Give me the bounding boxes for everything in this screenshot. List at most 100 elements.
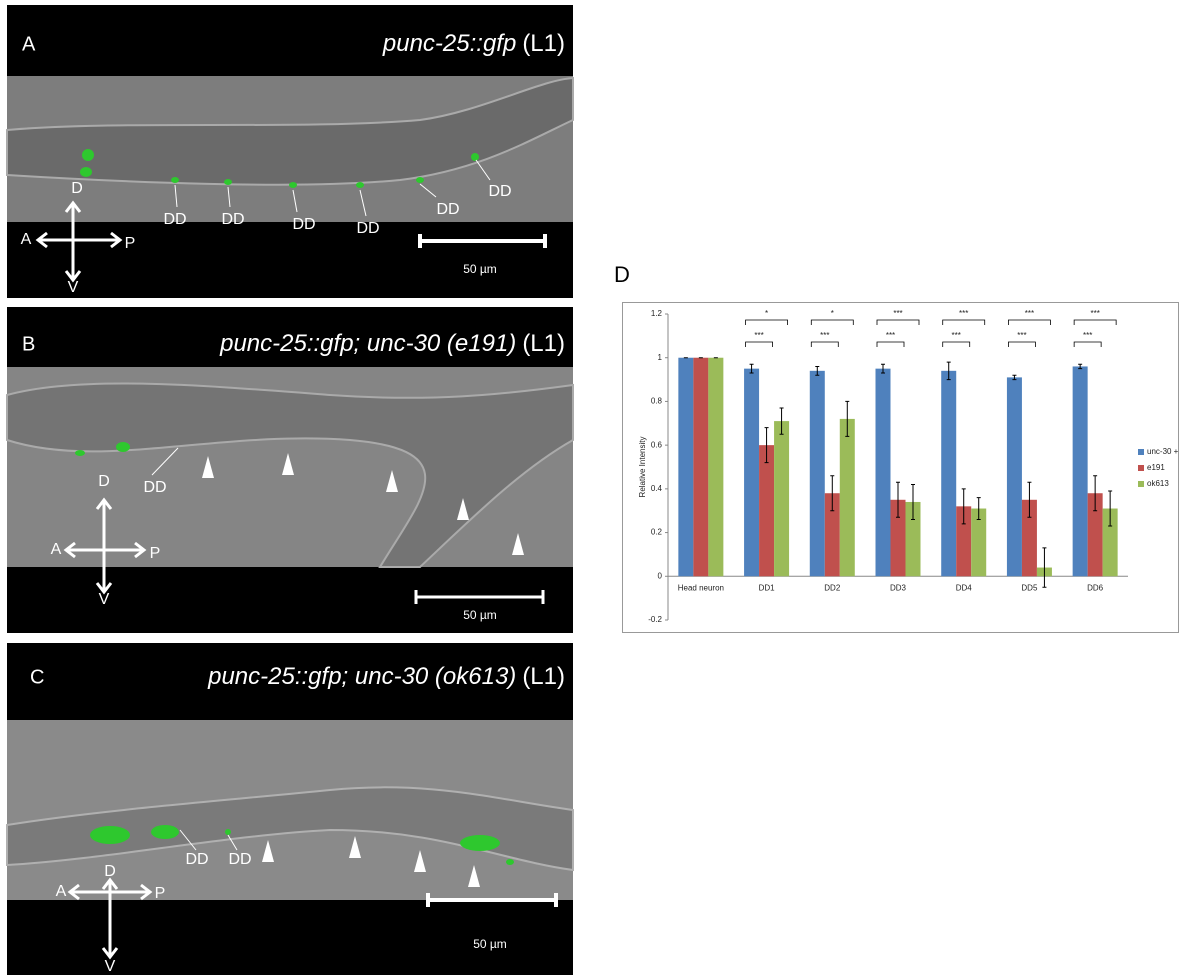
x-tick-label: DD4: [956, 583, 973, 592]
x-tick-label: Head neuron: [678, 583, 724, 592]
cell-label: DD: [356, 220, 379, 237]
significance-label: ***: [1090, 309, 1099, 318]
bar: [759, 445, 775, 577]
genotype: punc-25::gfp; unc-30 (ok613): [207, 663, 516, 690]
panel-title: punc-25::gfp; unc-30 (e191) (L1): [219, 330, 565, 357]
bar: [678, 357, 694, 577]
compass-label: V: [99, 591, 110, 608]
cell-label: DD: [143, 479, 166, 496]
error-bar: [1078, 363, 1083, 370]
bar: [890, 499, 906, 577]
legend-swatch: [1138, 449, 1144, 455]
error-bar: [1027, 481, 1032, 518]
error-bar: [749, 363, 754, 374]
significance-bracket: [810, 319, 854, 325]
significance-bracket: [1073, 341, 1102, 347]
y-tick-label: 1: [658, 353, 663, 362]
error-bar: [911, 483, 915, 520]
bar: [1006, 377, 1022, 577]
significance-label: ***: [952, 331, 961, 340]
significance-label: ***: [959, 309, 968, 318]
bar: [1021, 499, 1037, 577]
cell-label: DD: [221, 211, 244, 228]
cell-label: DD: [163, 211, 186, 228]
significance-label: ***: [886, 331, 895, 340]
error-bar: [1012, 374, 1017, 381]
significance-label: ***: [1083, 331, 1092, 340]
bar: [708, 357, 724, 577]
significance-bracket: [1008, 341, 1036, 347]
panel-label: D: [614, 262, 630, 287]
stage: (L1): [522, 30, 565, 57]
genotype: punc-25::gfp: [382, 30, 516, 57]
chart: -0.2 0 0.2 0.4 0.6 0.8 1 1.2 Relative Intensity H…: [638, 309, 1179, 624]
panel-label: C: [30, 666, 44, 688]
panel-title: punc-25::gfp (L1): [382, 30, 565, 57]
panel-label: B: [22, 333, 35, 355]
error-bar: [815, 365, 820, 376]
legend-label: unc-30 +: [1147, 447, 1179, 456]
error-bar: [779, 407, 784, 435]
significance-bracket: [745, 341, 773, 347]
compass-label: D: [98, 473, 110, 490]
compass-label: D: [71, 180, 83, 197]
legend-label: e191: [1147, 463, 1165, 472]
compass-label: V: [105, 958, 116, 975]
stage: (L1): [522, 330, 565, 357]
significance-label: *: [765, 309, 768, 318]
gfp-cells: [80, 149, 479, 188]
bar: [1087, 493, 1103, 577]
error-bar: [1042, 547, 1047, 588]
significance-label: ***: [1017, 331, 1026, 340]
significance-label: ***: [820, 331, 829, 340]
bar: [774, 421, 790, 577]
bar: [839, 418, 855, 577]
y-tick-label: 1.2: [651, 309, 663, 318]
bar: [905, 501, 921, 577]
y-axis-title: Relative Intensity: [638, 437, 647, 498]
scale-label: 50 µm: [473, 937, 507, 951]
compass-label: P: [125, 235, 136, 252]
legend-swatch: [1138, 465, 1144, 471]
bar: [971, 508, 987, 577]
y-tick-label: 0.2: [651, 528, 663, 537]
significance-label: ***: [754, 331, 763, 340]
scale-label: 50 µm: [463, 262, 497, 276]
significance-bracket: [876, 341, 905, 347]
x-tick-label: DD2: [824, 583, 841, 592]
cell-label: DD: [488, 183, 511, 200]
cell-label: DD: [292, 216, 315, 233]
y-tick-label: 0.8: [651, 397, 663, 406]
bar: [744, 368, 760, 577]
cell-label: DD: [185, 851, 208, 868]
error-bar: [896, 481, 900, 518]
panel-title: punc-25::gfp; unc-30 (ok613) (L1): [207, 663, 565, 690]
significance-bracket: [810, 341, 839, 347]
significance-label: ***: [893, 309, 902, 318]
gfp-cells: [90, 825, 514, 865]
worm: [6, 786, 574, 872]
bar: [824, 493, 840, 577]
bar: [1102, 508, 1118, 577]
y-tick-label: 0.4: [651, 484, 663, 493]
compass-label: P: [150, 545, 161, 562]
legend-label: ok613: [1147, 479, 1169, 488]
error-bar: [976, 497, 981, 520]
genotype: punc-25::gfp; unc-30 (e191): [219, 330, 516, 357]
error-bar: [1108, 490, 1113, 527]
error-bar: [881, 363, 885, 374]
significance-bracket: [876, 319, 920, 325]
significance-bracket: [1008, 319, 1051, 325]
significance-bracket: [745, 319, 788, 325]
bar: [875, 368, 891, 577]
compass-label: A: [51, 541, 62, 558]
cell-label: DD: [228, 851, 251, 868]
x-tick-label: DD3: [890, 583, 907, 592]
compass-label: P: [155, 885, 166, 902]
bar: [941, 370, 957, 577]
compass: [67, 877, 153, 960]
compass-label: A: [21, 231, 32, 248]
compass-label: D: [104, 863, 116, 880]
compass: [35, 200, 123, 283]
error-bar: [946, 361, 951, 381]
